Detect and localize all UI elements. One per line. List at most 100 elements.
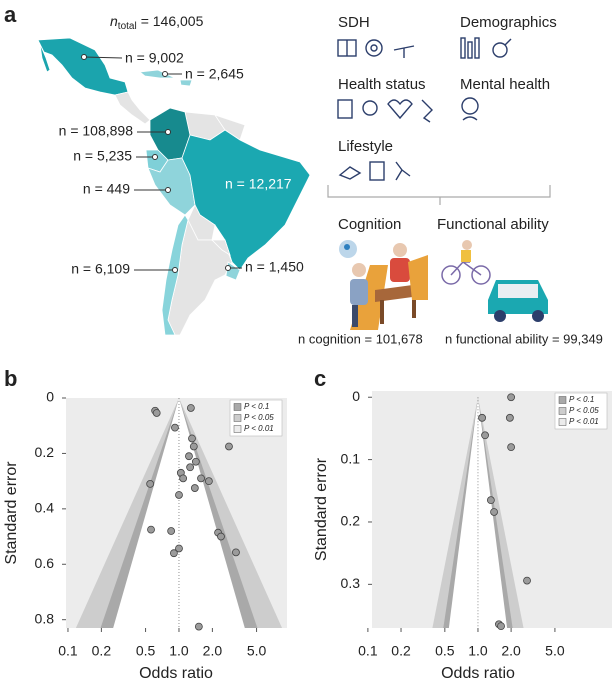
study-point xyxy=(481,431,489,440)
study-point xyxy=(197,474,205,483)
legend-label: P < 0.1 xyxy=(244,402,269,411)
legend-swatch xyxy=(233,425,242,433)
country-label: n = 1,450 xyxy=(245,259,304,275)
country-label: n = 5,235 xyxy=(73,148,132,164)
x-tick-label: 5.0 xyxy=(545,643,565,659)
country-label: n = 12,217 xyxy=(225,176,292,192)
cognition-illustration xyxy=(339,240,428,330)
panel-label: a xyxy=(4,2,17,27)
mexico xyxy=(37,37,129,96)
x-axis-label: Odds ratio xyxy=(139,665,213,682)
map xyxy=(37,37,311,336)
legend-label: P < 0.05 xyxy=(569,406,599,415)
x-tick-label: 1.0 xyxy=(169,643,189,659)
study-point xyxy=(490,508,498,516)
country-label: n = 6,109 xyxy=(71,261,130,277)
study-point xyxy=(152,409,161,417)
country-label: n = 2,645 xyxy=(185,66,244,82)
y-tick-label: 0.1 xyxy=(341,450,361,466)
functional-illustration xyxy=(441,240,548,322)
study-point xyxy=(179,474,188,483)
total-symbol: n xyxy=(110,13,118,29)
study-point xyxy=(167,527,176,535)
y-tick-label: 0 xyxy=(352,388,360,404)
country-label: n = 449 xyxy=(83,181,130,197)
study-point xyxy=(188,434,196,443)
x-tick-label: 1.0 xyxy=(468,643,488,659)
study-point xyxy=(146,480,155,488)
study-point xyxy=(175,491,183,499)
y-tick-label: 0.6 xyxy=(35,555,55,571)
domain-heading: Demographics xyxy=(460,14,557,31)
total-label: ntotal = 146,005 xyxy=(110,13,204,32)
country-label: n = 9,002 xyxy=(125,50,184,66)
x-tick-label: 0.5 xyxy=(136,643,156,659)
domain-heading: Health status xyxy=(338,76,426,93)
y-axis-label: Standard error xyxy=(313,457,330,561)
legend-label: P < 0.1 xyxy=(569,395,594,404)
study-point xyxy=(497,622,505,631)
y-tick-label: 0.3 xyxy=(341,575,361,591)
y-tick-label: 0.4 xyxy=(35,500,55,516)
x-tick-label: 0.2 xyxy=(391,643,411,659)
x-tick-label: 0.5 xyxy=(435,643,455,659)
legend: P < 0.1 P < 0.05 P < 0.01 xyxy=(554,392,608,430)
legend-label: P < 0.01 xyxy=(569,417,599,426)
study-point xyxy=(175,544,183,553)
y-axis-label: Standard error xyxy=(3,461,20,565)
significance-contour xyxy=(448,397,508,628)
study-point xyxy=(217,532,225,541)
legend-label: P < 0.05 xyxy=(244,413,274,422)
legend-label: P < 0.01 xyxy=(244,424,274,433)
total-subscript: total xyxy=(118,21,137,32)
panel-label: b xyxy=(4,366,17,391)
outcome-heading: Cognition xyxy=(338,216,401,233)
study-point xyxy=(523,576,531,585)
total-value: = 146,005 xyxy=(141,13,204,29)
outcome-count: n functional ability = 99,349 xyxy=(445,331,603,346)
charts: 0 0.2 0.4 0.6 0.8 0.1 0.2 0.5 1.0 2.0 5.0 Odds rati… xyxy=(3,388,612,682)
y-tick-label: 0 xyxy=(46,389,54,405)
study-point xyxy=(232,548,240,557)
x-tick-label: 0.1 xyxy=(358,643,378,659)
study-point xyxy=(190,484,199,492)
legend-swatch xyxy=(558,396,567,404)
domain-heading: Mental health xyxy=(460,76,550,93)
x-axis-label: Odds ratio xyxy=(441,665,515,682)
x-tick-label: 0.2 xyxy=(92,643,112,659)
study-point xyxy=(189,442,198,451)
study-point xyxy=(194,622,203,631)
study-point xyxy=(147,525,155,534)
study-point xyxy=(185,452,193,461)
y-tick-label: 0.2 xyxy=(341,513,361,529)
study-point xyxy=(171,423,179,432)
study-point xyxy=(486,496,495,505)
study-point xyxy=(507,393,516,402)
funnel-plot: 0 0.2 0.4 0.6 0.8 0.1 0.2 0.5 1.0 2.0 5.0 Odds rati… xyxy=(3,389,287,682)
x-tick-label: 2.0 xyxy=(501,643,521,659)
map-leaders xyxy=(81,54,242,273)
study-point xyxy=(191,457,200,466)
panel-label: c xyxy=(314,366,326,391)
study-point xyxy=(186,404,195,412)
study-point xyxy=(186,463,195,472)
study-point xyxy=(505,413,514,422)
legend-swatch xyxy=(558,407,567,415)
country-label: n = 108,898 xyxy=(59,123,134,139)
funnel-plot: 0 0.1 0.2 0.3 0.1 0.2 0.5 1.0 2.0 5.0 Odds ratio St… xyxy=(313,388,612,682)
x-tick-label: 2.0 xyxy=(203,643,223,659)
paraguay xyxy=(211,239,231,256)
study-point xyxy=(478,413,486,422)
legend: P < 0.1 P < 0.05 P < 0.01 xyxy=(229,399,283,437)
x-tick-label: 5.0 xyxy=(247,643,267,659)
legend-swatch xyxy=(558,418,567,426)
domain-heading: Lifestyle xyxy=(338,138,393,155)
domain-icons xyxy=(337,37,512,181)
bracket xyxy=(327,185,551,205)
legend-swatch xyxy=(233,414,242,422)
study-point xyxy=(169,549,178,558)
legend-swatch xyxy=(233,403,242,411)
chile xyxy=(161,214,189,336)
study-point xyxy=(204,477,213,486)
outcome-heading: Functional ability xyxy=(437,216,549,233)
